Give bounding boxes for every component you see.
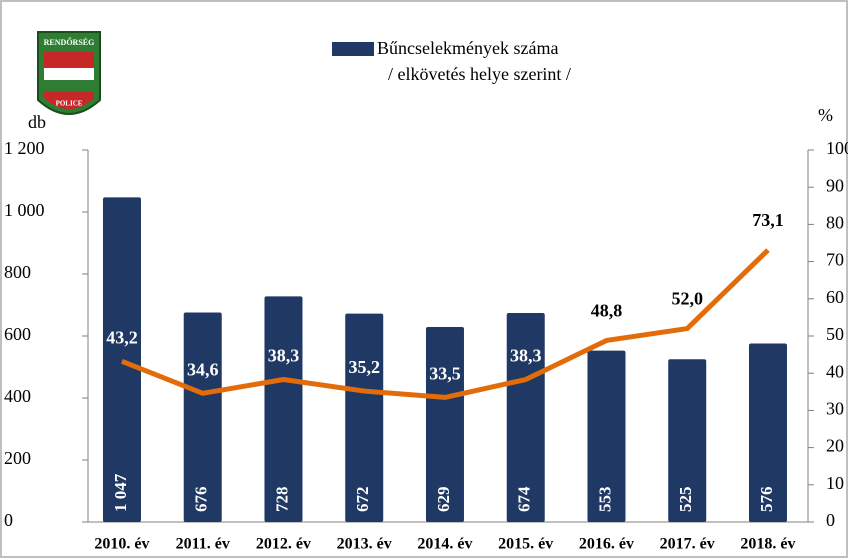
y2-tick-label: 0 [826,510,835,530]
x-tick-label: 2016. év [579,536,634,553]
y-tick-label: 1 000 [4,200,45,220]
y2-tick-label: 40 [826,361,844,381]
y2-tick-label: 60 [826,287,844,307]
line-value-label: 34,6 [187,359,219,379]
x-tick-label: 2015. év [498,536,553,553]
y2-tick-label: 80 [826,213,844,233]
y-tick-label: 600 [4,324,31,344]
y-tick-label: 200 [4,448,31,468]
bar-value-label: 676 [192,487,211,513]
y-tick-label: 1 200 [4,138,45,158]
y2-tick-label: 100 [826,138,848,158]
y-tick-label: 800 [4,262,31,282]
legend-swatch [332,42,374,56]
bar [103,197,141,522]
x-tick-label: 2013. év [337,536,392,553]
logo: RENDŐRSÉG POLICE [38,32,100,114]
logo-top: RENDŐRSÉG [44,37,95,47]
y2-tick-label: 20 [826,436,844,456]
line-value-label: 35,2 [348,357,380,377]
x-tick-label: 2017. év [660,536,715,553]
bar-value-label: 629 [434,487,453,513]
bar-value-label: 525 [676,487,695,513]
bar-value-label: 728 [272,487,291,513]
y2-tick-label: 10 [826,473,844,493]
y-axis-label: db [28,112,46,132]
y2-tick-label: 90 [826,175,844,195]
line-value-label: 43,2 [106,327,138,347]
x-tick-label: 2012. év [256,536,311,553]
line-value-label: 73,1 [752,210,784,230]
y2-tick-label: 70 [826,250,844,270]
x-tick-label: 2010. év [94,536,149,553]
line-value-label: 48,8 [591,301,623,321]
bar-value-label: 1 047 [111,473,130,512]
logo-bottom: POLICE [56,100,83,108]
x-tick-label: 2014. év [417,536,472,553]
bar-value-label: 674 [515,486,534,512]
x-tick-label: 2011. év [176,536,230,553]
line-value-label: 52,0 [671,289,703,309]
y2-axis-label: % [818,105,833,125]
y2-tick-label: 30 [826,399,844,419]
x-tick-label: 2018. év [740,536,795,553]
bar-value-label: 576 [757,487,776,513]
y-tick-label: 400 [4,386,31,406]
bar-value-label: 553 [595,487,614,513]
bar-value-label: 672 [353,487,372,513]
legend-label: Bűncselekmények száma [377,38,558,58]
line-value-label: 38,3 [510,346,542,366]
chart: RENDŐRSÉG POLICE Bűncselekmények száma /… [0,0,848,558]
line-value-label: 38,3 [268,346,300,366]
y2-tick-label: 50 [826,324,844,344]
y-tick-label: 0 [4,510,13,530]
line-value-label: 33,5 [429,364,461,384]
subtitle: / elkövetés helye szerint / [388,64,571,84]
